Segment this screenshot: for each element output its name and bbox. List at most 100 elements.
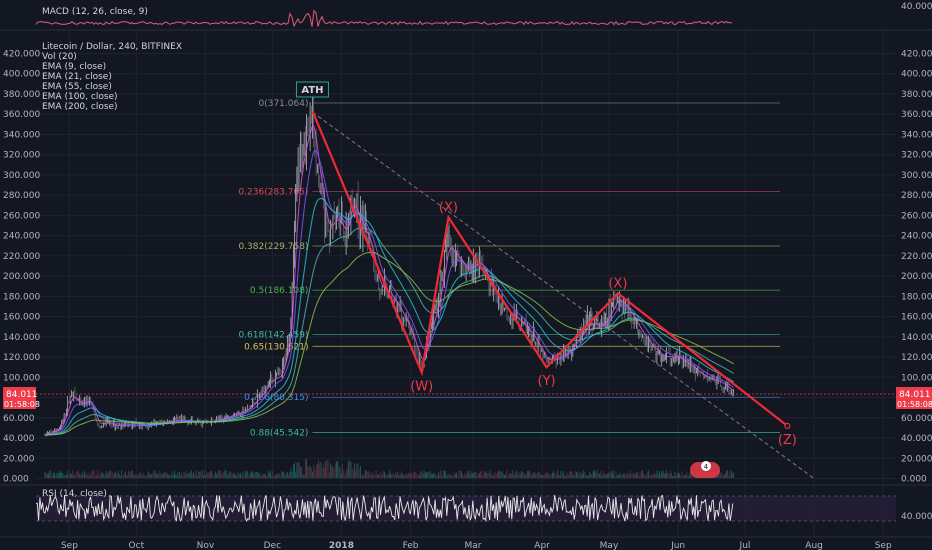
legend-line: EMA (55, close) bbox=[42, 82, 112, 92]
y-tick-label: 0.000 bbox=[901, 475, 927, 485]
y-tick-label: 400.000 bbox=[901, 70, 932, 80]
y-tick-label: 140.000 bbox=[901, 333, 932, 343]
x-tick-label: Dec bbox=[264, 541, 281, 550]
y-tick-label: 60.000 bbox=[3, 414, 35, 424]
wave-line bbox=[311, 110, 788, 427]
wave-label: (Y) bbox=[538, 374, 556, 389]
y-tick-label: 360.000 bbox=[3, 110, 40, 120]
macd-line bbox=[35, 9, 733, 28]
ema-line bbox=[44, 251, 734, 436]
wave-label: (W) bbox=[410, 379, 433, 394]
y-tick-label: 20.000 bbox=[901, 454, 932, 464]
y-tick-label: 260.000 bbox=[901, 211, 932, 221]
fib-level-label: 0.65(130.621) bbox=[244, 342, 308, 352]
legend-line: EMA (21, close) bbox=[42, 72, 112, 82]
y-tick-label: 320.000 bbox=[901, 151, 932, 161]
y-tick-label: 100.000 bbox=[901, 373, 932, 383]
fib-level-label: 0.786(80.315) bbox=[244, 393, 308, 403]
y-tick-label: 420.000 bbox=[3, 50, 40, 60]
fib-level-label: 0.88(45.542) bbox=[250, 428, 309, 438]
fib-level-label: 0(371.064) bbox=[258, 99, 308, 109]
fib-retracement[interactable]: 0(371.064) 0.236(283.765) 0.382(229.758) 0.… bbox=[238, 99, 780, 438]
ath-callout: ATH bbox=[295, 81, 329, 98]
y-tick-label: 20.000 bbox=[3, 454, 35, 464]
y-tick-label: 140.000 bbox=[3, 333, 40, 343]
legend-line: EMA (9, close) bbox=[42, 62, 106, 72]
y-tick-label: 340.000 bbox=[901, 130, 932, 140]
y-tick-label: 280.000 bbox=[3, 191, 40, 201]
dashed-trendline[interactable] bbox=[312, 111, 815, 479]
y-tick-label: 380.000 bbox=[901, 90, 932, 100]
x-tick-label: Aug bbox=[805, 541, 823, 550]
wave-end-handle[interactable] bbox=[784, 422, 791, 429]
y-tick-label: 60.000 bbox=[901, 414, 932, 424]
y-tick-label: 260.000 bbox=[3, 211, 40, 221]
wave-label: (X) bbox=[439, 200, 458, 215]
y-tick-label: 0.000 bbox=[3, 475, 29, 485]
ema-line bbox=[44, 197, 734, 436]
y-tick-label: 380.000 bbox=[3, 90, 40, 100]
price-tag-left-value: 84.011 bbox=[6, 390, 38, 400]
legend-line: Litecoin / Dollar, 240, BITFINEX bbox=[42, 42, 182, 52]
y-tick-label: 300.000 bbox=[3, 171, 40, 181]
fib-level-label: 0.5(186.108) bbox=[250, 286, 309, 296]
x-tick-label: Sep bbox=[875, 541, 892, 550]
y-tick-label: 280.000 bbox=[901, 191, 932, 201]
y-tick-label: 200.000 bbox=[3, 272, 40, 282]
y-tick-label: 300.000 bbox=[901, 171, 932, 181]
fib-level-label: 0.618(142.459) bbox=[238, 330, 308, 340]
y-tick-label: 200.000 bbox=[901, 272, 932, 282]
countdown-right: 01:58:08 bbox=[897, 400, 932, 409]
y-tick-label: 100.000 bbox=[3, 373, 40, 383]
wave-labels: (W) (X) (Y) (X) (Z) bbox=[410, 200, 797, 447]
elliott-wave-path[interactable] bbox=[311, 110, 791, 429]
y-tick-label: 220.000 bbox=[901, 252, 932, 262]
y-tick-label: 420.000 bbox=[901, 50, 932, 60]
x-tick-label: Nov bbox=[197, 541, 215, 550]
y-tick-label: 180.000 bbox=[901, 292, 932, 302]
price-tag-left: 84.011 01:58:08 bbox=[3, 387, 40, 409]
x-tick-label: Jul bbox=[739, 541, 751, 550]
ema-lines bbox=[44, 124, 734, 436]
y-tick-label: 240.000 bbox=[3, 232, 40, 242]
rsi-line bbox=[35, 494, 734, 522]
y-tick-label: 40.000 bbox=[3, 434, 35, 444]
x-tick-label: Oct bbox=[129, 541, 145, 550]
price-tag-right-value: 84.011 bbox=[899, 390, 931, 400]
y-tick-label: 120.000 bbox=[3, 353, 40, 363]
legend-line: Vol (20) bbox=[42, 52, 77, 62]
x-tick-label: Jun bbox=[670, 541, 685, 550]
fib-level-label: 0.236(283.765) bbox=[238, 187, 308, 197]
y-tick-label: 180.000 bbox=[3, 292, 40, 302]
alert-count: 4 bbox=[704, 463, 709, 471]
countdown-left: 01:58:08 bbox=[4, 400, 40, 409]
y-tick-label: 360.000 bbox=[901, 110, 932, 120]
macd-legend: MACD (12, 26, close, 9) bbox=[42, 7, 148, 17]
y-tick-label: 220.000 bbox=[3, 252, 40, 262]
y-tick-label: 160.000 bbox=[901, 313, 932, 323]
alert-badge[interactable]: 4 bbox=[690, 461, 720, 478]
volume-bars bbox=[44, 459, 735, 478]
x-tick-label: Feb bbox=[403, 541, 419, 550]
legend-line: EMA (100, close) bbox=[42, 92, 118, 102]
x-axis: Sep Oct Nov Dec 2018 Feb Mar Apr May Jun Jul Aug Sep bbox=[61, 541, 892, 550]
x-tick-label: 2018 bbox=[329, 541, 354, 550]
wave-label: (Z) bbox=[778, 433, 797, 448]
y-tick-label: 240.000 bbox=[901, 232, 932, 242]
y-tick-label: 160.000 bbox=[3, 313, 40, 323]
rsi-legend: RSI (14, close) bbox=[42, 489, 107, 499]
x-tick-label: May bbox=[600, 541, 619, 550]
price-tag-right: 84.011 01:58:08 bbox=[896, 387, 932, 409]
wave-label: (X) bbox=[608, 276, 627, 291]
x-tick-label: Sep bbox=[61, 541, 78, 550]
y-tick-label: 320.000 bbox=[3, 151, 40, 161]
x-tick-label: Apr bbox=[534, 541, 550, 550]
y-axis-right: 420.000 400.000 380.000 360.000 340.000 320.0… bbox=[901, 50, 932, 485]
y-tick-label: 340.000 bbox=[3, 130, 40, 140]
